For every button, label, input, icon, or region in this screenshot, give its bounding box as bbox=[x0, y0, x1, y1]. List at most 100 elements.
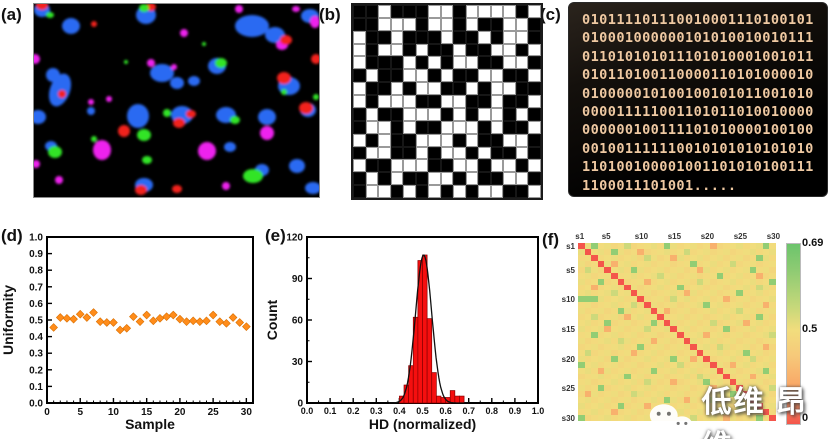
heatmap-cell bbox=[736, 397, 743, 404]
heatmap-top-tick: s25 bbox=[733, 232, 748, 241]
heatmap-cell bbox=[729, 243, 737, 249]
heatmap-cell bbox=[742, 337, 750, 344]
heatmap-cell bbox=[597, 248, 605, 255]
heatmap-cell bbox=[650, 320, 658, 327]
svg-text:0.5: 0.5 bbox=[29, 316, 43, 327]
heatmap-cell bbox=[683, 373, 691, 380]
matrix-cell bbox=[428, 43, 441, 57]
heatmap-cell bbox=[604, 373, 611, 380]
matrix-cell bbox=[415, 120, 429, 134]
heatmap-cell bbox=[597, 391, 605, 398]
matrix-cell bbox=[378, 185, 391, 198]
heatmap-cell bbox=[650, 278, 658, 285]
heatmap-cell bbox=[742, 379, 750, 386]
heatmap-cell bbox=[657, 361, 664, 368]
heatmap-cell bbox=[716, 367, 724, 374]
matrix-cell bbox=[390, 17, 404, 31]
heatmap-cell bbox=[584, 361, 592, 368]
matrix-cell bbox=[503, 133, 516, 147]
heatmap-cell bbox=[578, 278, 585, 285]
heatmap-cell bbox=[676, 254, 684, 261]
heatmap-cell bbox=[683, 302, 691, 309]
heatmap-cell bbox=[643, 349, 651, 356]
heatmap-cell bbox=[742, 284, 750, 291]
colorbar-mid-label: 0.5 bbox=[802, 323, 818, 335]
heatmap-left-tick: s15 bbox=[561, 325, 575, 335]
fluorescence-blob bbox=[46, 12, 54, 18]
matrix-cell bbox=[415, 56, 429, 70]
matrix-cell bbox=[428, 159, 441, 173]
matrix-cell bbox=[353, 95, 366, 108]
heatmap-cell bbox=[584, 278, 592, 285]
fluorescence-blob bbox=[258, 109, 276, 125]
heatmap-cell bbox=[729, 403, 737, 410]
heatmap-cell bbox=[769, 290, 776, 297]
heatmap-cell bbox=[597, 403, 605, 410]
heatmap-cell bbox=[683, 243, 691, 249]
binary-line: 110100100001001101010100111 bbox=[582, 159, 814, 176]
heatmap-cell bbox=[749, 349, 757, 356]
fluorescence-blob bbox=[48, 146, 62, 158]
heatmap-cell bbox=[736, 308, 743, 315]
heatmap-cell bbox=[762, 397, 770, 404]
heatmap-cell bbox=[617, 355, 625, 362]
heatmap-cell bbox=[696, 367, 704, 374]
heatmap-cell bbox=[762, 355, 770, 362]
scatter-point bbox=[62, 314, 72, 323]
matrix-cell bbox=[440, 133, 454, 147]
matrix-cell bbox=[453, 185, 466, 198]
heatmap-cell bbox=[604, 243, 611, 249]
heatmap-cell bbox=[769, 415, 776, 421]
heatmap-cell bbox=[729, 326, 737, 332]
heatmap-cell bbox=[709, 337, 717, 344]
heatmap-cell bbox=[584, 337, 592, 344]
heatmap-cell bbox=[670, 355, 677, 362]
matrix-cell bbox=[415, 185, 429, 198]
heatmap-cell bbox=[584, 272, 592, 279]
fluorescence-blobs bbox=[30, 0, 321, 197]
heatmap-cell bbox=[617, 272, 625, 279]
heatmap-cell bbox=[769, 302, 776, 309]
heatmap-cell bbox=[617, 326, 625, 332]
heatmap-cell bbox=[663, 326, 671, 332]
matrix-cell bbox=[453, 146, 466, 160]
heatmap-cell bbox=[729, 349, 737, 356]
heatmap-cell bbox=[703, 248, 710, 255]
scatter-point bbox=[235, 318, 245, 327]
heatmap-cell bbox=[643, 361, 651, 368]
heatmap-cell bbox=[578, 373, 585, 380]
matrix-cell bbox=[353, 82, 366, 96]
matrix-cell bbox=[365, 172, 379, 186]
matrix-cell bbox=[478, 5, 491, 18]
matrix-cell bbox=[390, 82, 404, 96]
heatmap-cell bbox=[670, 308, 677, 315]
heatmap-cell bbox=[624, 391, 631, 398]
heatmap-cell bbox=[670, 254, 677, 261]
matrix-cell bbox=[478, 172, 491, 186]
heatmap-cell bbox=[756, 391, 763, 398]
heatmap-cell bbox=[663, 290, 671, 297]
matrix-cell bbox=[515, 146, 529, 160]
heatmap-cell bbox=[643, 314, 651, 321]
e-yaxis-title: Count bbox=[266, 299, 280, 340]
heatmap-cell bbox=[610, 385, 618, 392]
heatmap-cell bbox=[610, 337, 618, 344]
heatmap-cell bbox=[696, 243, 704, 249]
heatmap-cell bbox=[630, 332, 638, 338]
matrix-cell bbox=[353, 30, 366, 44]
heatmap-cell bbox=[597, 243, 605, 249]
heatmap-cell bbox=[624, 296, 631, 303]
svg-text:0.9: 0.9 bbox=[509, 406, 522, 416]
heatmap-cell bbox=[578, 320, 585, 327]
heatmap-cell bbox=[683, 260, 691, 267]
heatmap-cell bbox=[630, 314, 638, 321]
heatmap-cell bbox=[650, 243, 658, 249]
heatmap-cell bbox=[749, 278, 757, 285]
binary-line: 1100011101001..... bbox=[582, 177, 737, 194]
heatmap-cell bbox=[584, 397, 592, 404]
heatmap-cell bbox=[617, 349, 625, 356]
matrix-cell bbox=[478, 69, 491, 83]
heatmap-cell bbox=[657, 391, 664, 398]
matrix-cell bbox=[353, 159, 366, 173]
matrix-cell bbox=[440, 172, 454, 186]
